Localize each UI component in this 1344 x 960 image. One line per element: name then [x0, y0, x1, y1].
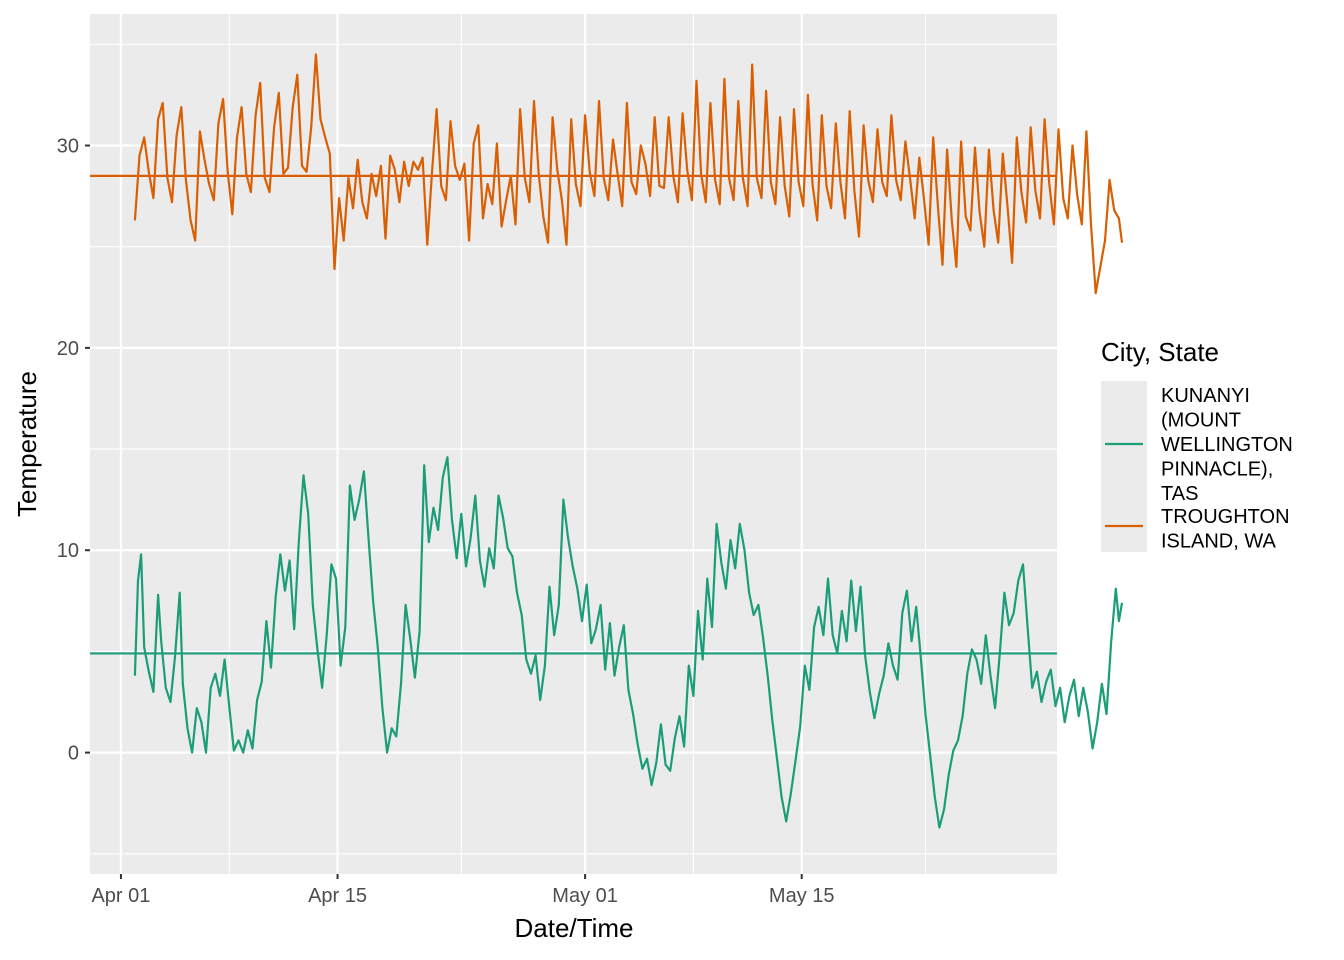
- x-axis-title: Date/Time: [515, 913, 634, 943]
- legend-label-line: ISLAND, WA: [1161, 531, 1276, 553]
- legend-label-troughton: TROUGHTON ISLAND, WA: [1161, 506, 1295, 553]
- legend-label-line: WELLINGTON: [1161, 434, 1293, 456]
- x-tick-label: Apr 01: [91, 885, 150, 907]
- legend: City, State KUNANYI (MOUNT WELLINGTON PI…: [1101, 337, 1298, 553]
- x-tick-label: May 01: [552, 885, 618, 907]
- x-axis: Apr 01 Apr 15 May 01 May 15: [91, 874, 835, 907]
- y-tick-label: 30: [57, 136, 79, 158]
- major-gridlines: [90, 14, 1057, 874]
- legend-key-background: [1101, 467, 1147, 552]
- y-axis: 0 10 20 30: [57, 136, 90, 765]
- series-line-0: [133, 456, 1124, 829]
- legend-label-line: PINNACLE),: [1161, 459, 1273, 481]
- legend-key-background: [1101, 381, 1147, 467]
- legend-label-kunanyi: KUNANYI (MOUNT WELLINGTON PINNACLE), TAS: [1161, 385, 1298, 505]
- series-line-1: [133, 53, 1124, 295]
- legend-label-line: TROUGHTON: [1161, 506, 1290, 528]
- x-tick-label: May 15: [769, 885, 835, 907]
- y-tick-label: 10: [57, 540, 79, 562]
- y-tick-label: 20: [57, 338, 79, 360]
- y-tick-label: 0: [68, 743, 79, 765]
- legend-label-line: KUNANYI: [1161, 385, 1250, 407]
- x-tick-label: Apr 15: [308, 885, 367, 907]
- y-axis-title: Temperature: [12, 371, 42, 517]
- series-lines: [133, 53, 1124, 829]
- legend-label-line: (MOUNT: [1161, 410, 1241, 432]
- legend-title: City, State: [1101, 337, 1219, 367]
- legend-label-line: TAS: [1161, 483, 1198, 505]
